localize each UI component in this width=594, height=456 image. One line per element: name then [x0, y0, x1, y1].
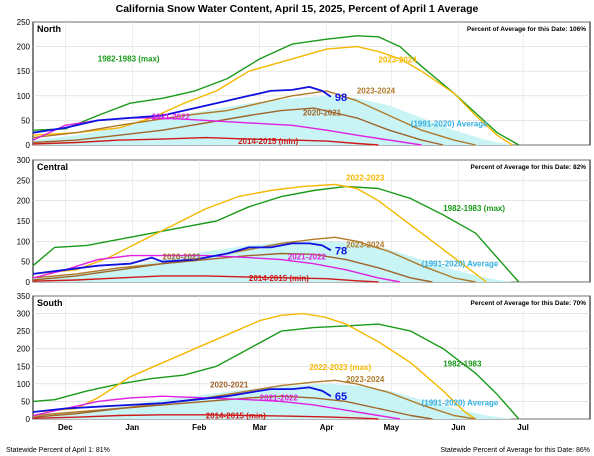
y-tick-label: 200	[17, 197, 31, 206]
y-tick-label: 100	[17, 237, 31, 246]
series-label-y2023: 2022-2023 (max)	[309, 363, 371, 372]
x-tick-label: Feb	[192, 423, 206, 432]
x-tick-label: Dec	[58, 423, 73, 432]
average-label: (1991-2020) Average	[422, 399, 499, 408]
series-line-y2023	[32, 45, 513, 146]
series-line-max_1983	[32, 185, 520, 283]
series-label-y2024: 2023-2024	[346, 240, 385, 249]
series-line-current	[32, 86, 332, 134]
region-label: South	[37, 298, 63, 308]
series-line-current	[32, 242, 332, 275]
y-tick-label: 250	[17, 176, 31, 185]
current-value-label: 65	[335, 391, 347, 403]
series-line-y2021	[32, 252, 433, 283]
y-tick-label: 50	[21, 258, 30, 267]
panel-south: 0 50 100 150 200 250 300 350 1982-1983 2022-2023 …	[17, 292, 591, 424]
y-tick-label: 0	[26, 278, 31, 287]
series-line-y2022	[32, 254, 401, 283]
average-area	[33, 95, 513, 145]
percent-note: Percent of Average for this Date: 106%	[467, 26, 586, 33]
series-label-y2024: 2023-2024	[357, 86, 396, 95]
series-line-y2023	[32, 183, 487, 283]
series-label-max_1983: 1982-1983 (max)	[443, 204, 505, 213]
y-tick-label: 200	[17, 43, 31, 52]
y-tick-label: 300	[17, 156, 31, 165]
y-tick-label: 0	[26, 415, 31, 424]
series-label-y2022: 2021-2022	[260, 394, 299, 403]
y-tick-label: 100	[17, 380, 31, 389]
series-line-y2021	[32, 395, 433, 420]
series-line-y2015	[32, 275, 379, 283]
y-tick-label: 150	[17, 217, 31, 226]
series-label-y2015: 2014-2015 (min)	[238, 137, 298, 146]
current-value-label: 98	[335, 92, 347, 104]
x-tick-label: Apr	[320, 423, 334, 432]
x-tick-label: Jun	[451, 423, 465, 432]
percent-note: Percent of Average for this Date: 82%	[471, 164, 587, 171]
series-label-max_1983: 1982-1983 (max)	[98, 54, 160, 63]
series-label-y2023: 2023-2024	[378, 55, 417, 64]
x-tick-label: Jan	[125, 423, 139, 432]
x-tick-label: Jul	[517, 423, 529, 432]
series-label-y2021: 2020-2021	[210, 380, 249, 389]
average-label: (1991-2020) Average	[411, 119, 488, 128]
footer-right: Statewide Percent of Average for this Da…	[440, 447, 590, 454]
series-label-y2022: 2021-2022	[152, 112, 191, 121]
series-label-y2024: 2023-2024	[346, 375, 385, 384]
series-line-current	[32, 386, 332, 413]
series-line-y2015	[32, 414, 379, 420]
series-line-y2023	[32, 312, 476, 420]
average-label: (1991-2020) Average	[422, 260, 499, 269]
percent-note: Percent of Average for this Date: 70%	[471, 300, 587, 307]
y-tick-label: 50	[21, 116, 30, 125]
series-label-y2022: 2021-2022	[288, 253, 327, 262]
y-tick-label: 200	[17, 345, 31, 354]
series-label-y2015: 2014-2015 (min)	[249, 274, 309, 283]
panel-central: 0 50 100 150 200 250 300 1982-1983 (max) 2022-20…	[17, 156, 591, 287]
x-tick-label: Mar	[253, 423, 267, 432]
y-tick-label: 300	[17, 310, 31, 319]
y-tick-label: 0	[26, 141, 31, 150]
series-line-y2021	[32, 107, 444, 146]
series-line-y2024	[32, 236, 476, 283]
region-label: North	[37, 24, 61, 34]
series-label-y2021: 2020-2021	[303, 108, 342, 117]
figure-title: California Snow Water Content, April 15,…	[116, 3, 479, 15]
y-tick-label: 250	[17, 18, 31, 27]
series-line-y2024	[32, 90, 476, 146]
panel-north: 0 50 100 150 200 250 1982-1983 (max) 2023-2024 2…	[17, 18, 591, 150]
y-tick-label: 150	[17, 362, 31, 371]
y-tick-label: 50	[21, 397, 30, 406]
y-tick-label: 250	[17, 327, 31, 336]
y-tick-label: 150	[17, 67, 31, 76]
series-line-y2022	[32, 395, 401, 420]
series-line-y2015	[32, 136, 379, 146]
series-label-y2023: 2022-2023	[346, 173, 385, 182]
series-label-max_1983: 1982-1983	[443, 359, 482, 368]
current-value-label: 78	[335, 245, 347, 257]
series-label-y2015: 2014-2015 (min)	[206, 411, 266, 420]
y-tick-label: 350	[17, 292, 31, 301]
footer-left: Statewide Percent of April 1: 81%	[6, 447, 110, 454]
series-line-max_1983	[32, 323, 520, 420]
x-tick-label: May	[384, 423, 400, 432]
chart-panels: 0 50 100 150 200 250 1982-1983 (max) 2023-2024 2…	[17, 18, 591, 432]
series-label-y2021: 2020-2021	[163, 253, 202, 262]
region-label: Central	[37, 162, 68, 172]
y-tick-label: 100	[17, 92, 31, 101]
